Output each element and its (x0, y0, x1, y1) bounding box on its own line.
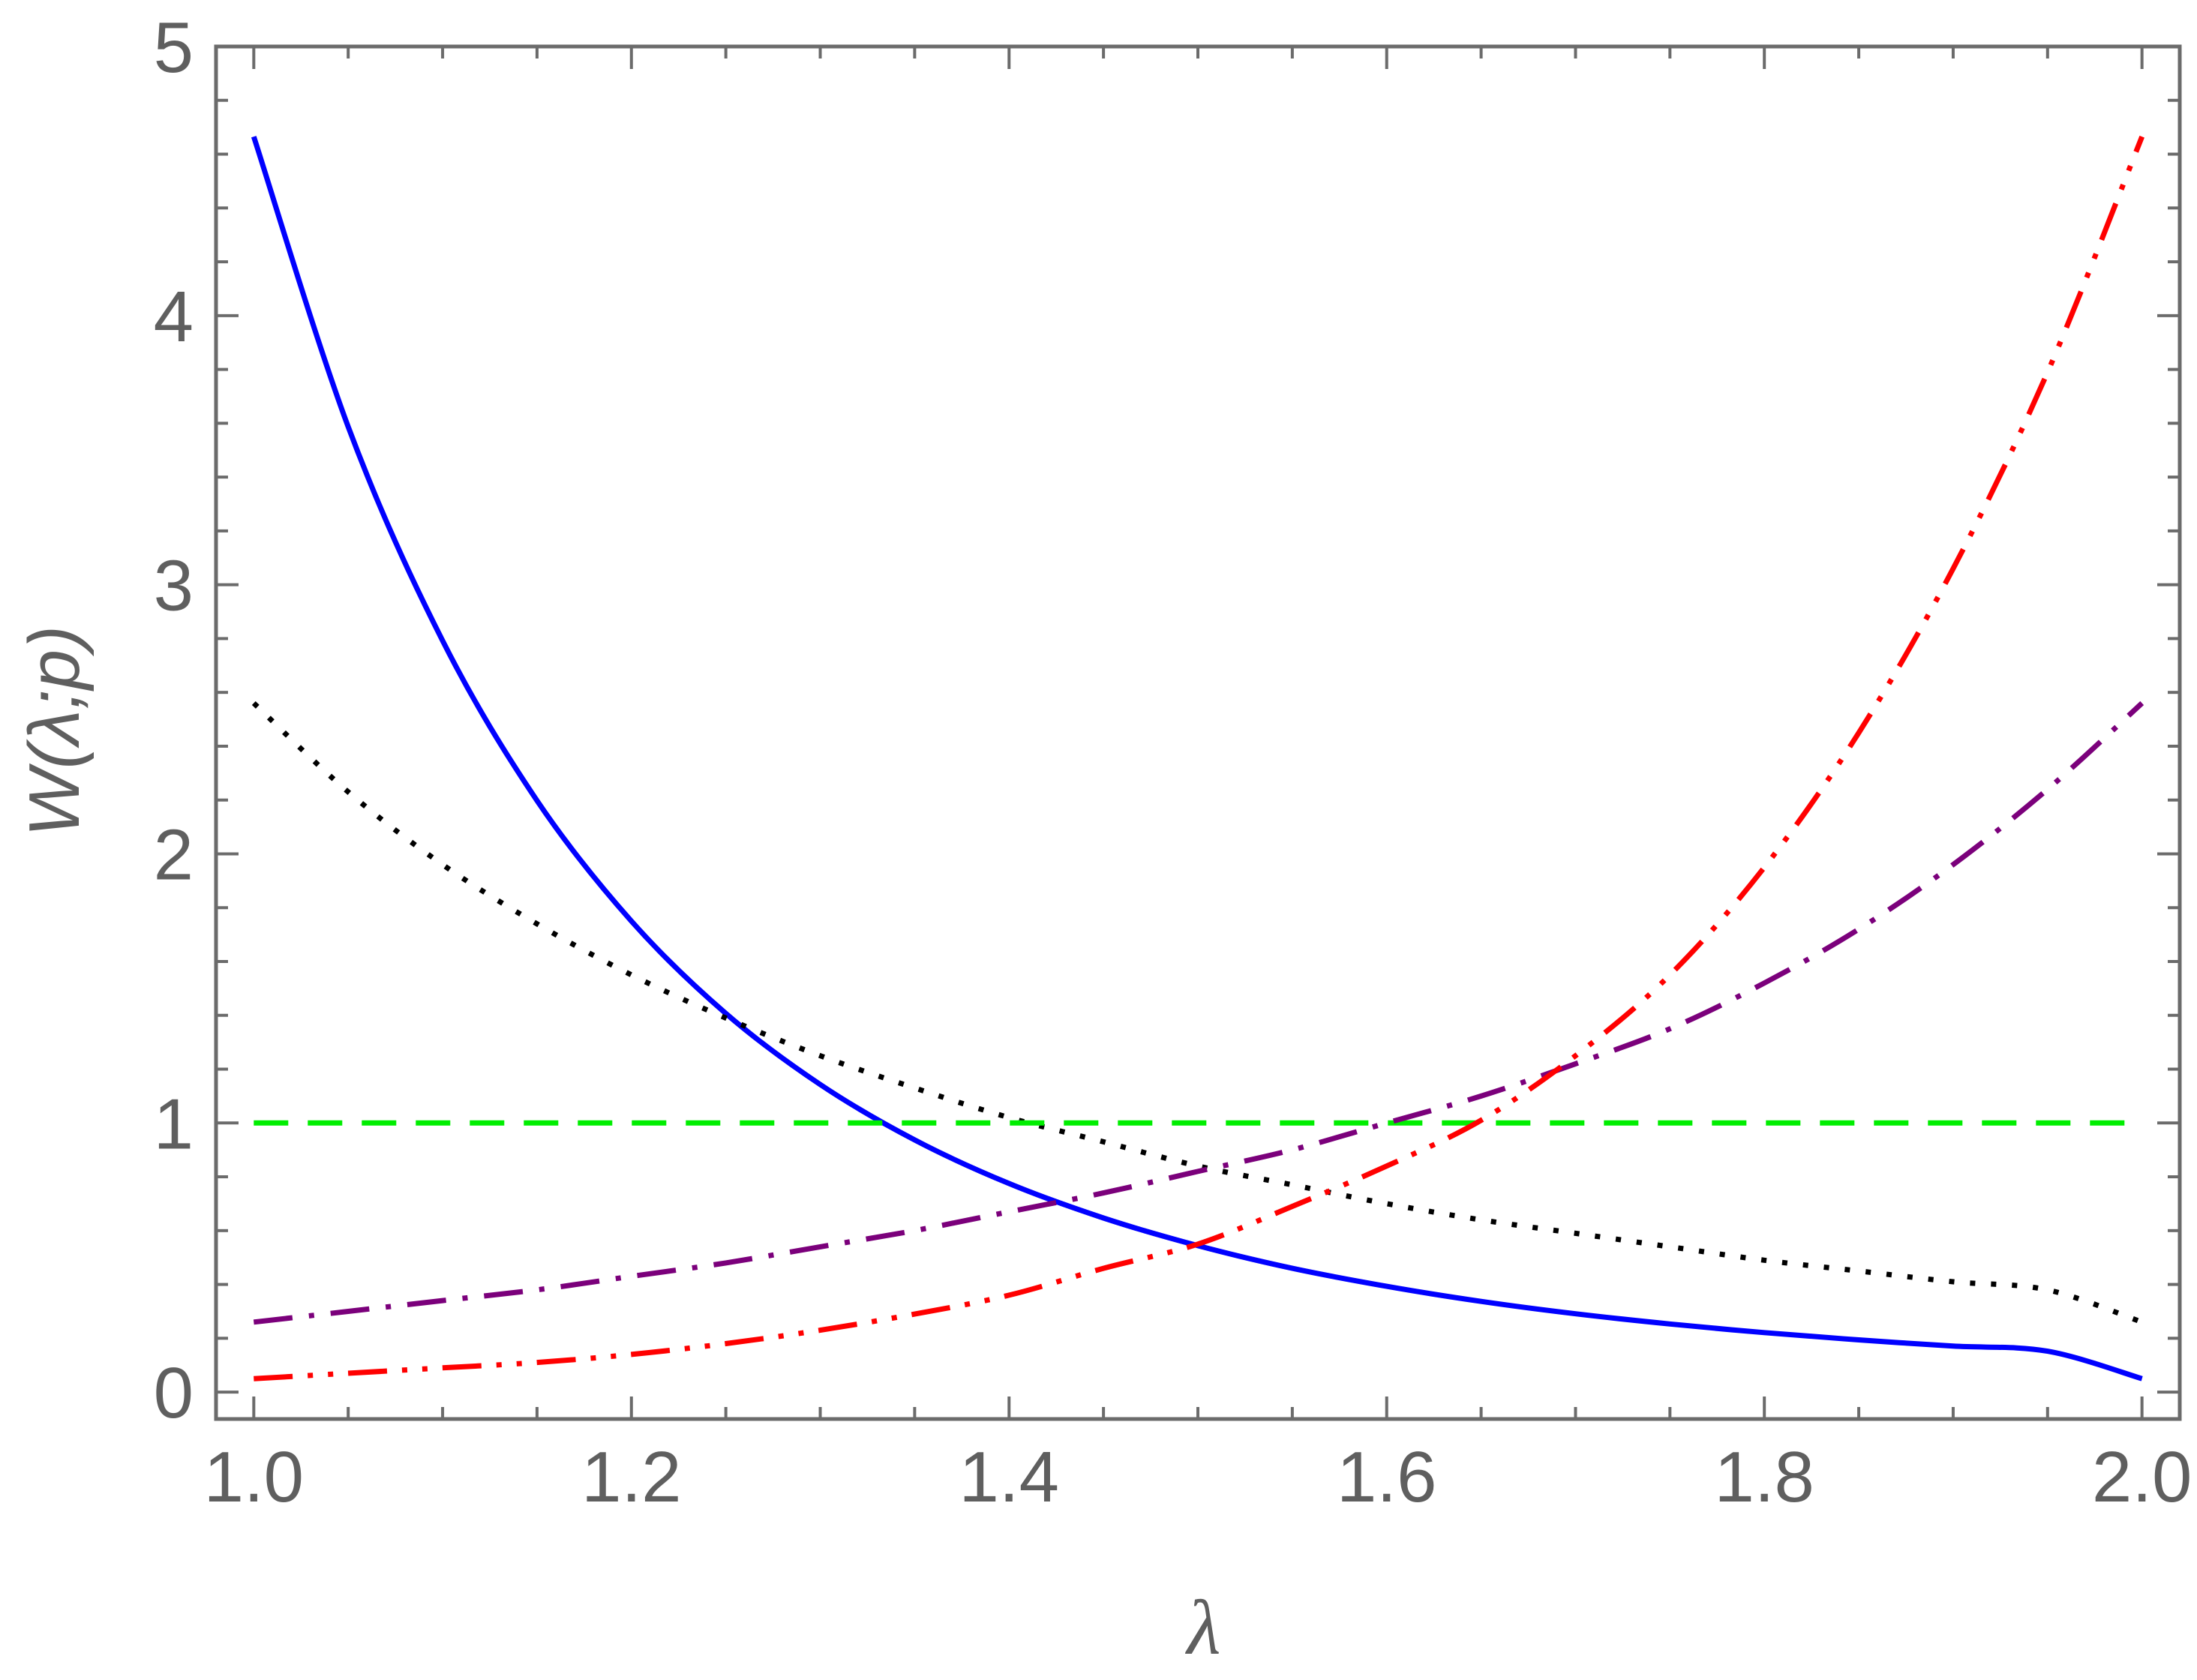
plot-frame (214, 44, 2182, 1421)
series-layer (251, 135, 2144, 1382)
x-tick-label: 1.4 (959, 1437, 1059, 1517)
x-tick-labels: 1.0 1.2 1.4 1.6 1.8 2.0 (204, 1437, 2192, 1517)
minor-ticks (216, 46, 2180, 1419)
series-solid-line (251, 136, 2143, 1382)
major-ticks (216, 45, 2180, 1419)
y-axis-title: W(λ;p) (14, 626, 95, 837)
series-dotted-line (251, 700, 2143, 1325)
y-tick-label: 0 (154, 1353, 194, 1433)
y-tick-label: 5 (154, 8, 194, 88)
y-tick-label: 2 (154, 814, 194, 895)
series-dash-dot-line (253, 700, 2144, 1325)
y-tick-label: 3 (154, 546, 194, 626)
y-tick-label: 4 (154, 277, 194, 357)
x-tick-label: 1.6 (1337, 1437, 1436, 1517)
series-dash-dot-dot-line (254, 135, 2144, 1382)
x-tick-label: 1.2 (581, 1437, 681, 1517)
x-tick-label: 1.8 (1714, 1437, 1814, 1517)
y-tick-labels: 0 1 2 3 4 5 (154, 8, 194, 1433)
x-tick-label: 2.0 (2092, 1437, 2192, 1517)
x-tick-label: 1.0 (204, 1437, 304, 1517)
y-tick-label: 1 (154, 1084, 194, 1164)
x-axis-title: λ (1184, 1585, 1220, 1671)
